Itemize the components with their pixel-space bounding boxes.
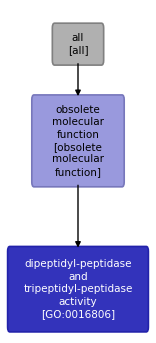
- FancyBboxPatch shape: [8, 247, 148, 332]
- FancyBboxPatch shape: [32, 95, 124, 187]
- Text: dipeptidyl-peptidase
and
tripeptidyl-peptidase
activity
[GO:0016806]: dipeptidyl-peptidase and tripeptidyl-pep…: [23, 259, 133, 319]
- FancyBboxPatch shape: [52, 23, 104, 65]
- Text: all
[all]: all [all]: [68, 33, 88, 55]
- Text: obsolete
molecular
function
[obsolete
molecular
function]: obsolete molecular function [obsolete mo…: [52, 105, 104, 177]
